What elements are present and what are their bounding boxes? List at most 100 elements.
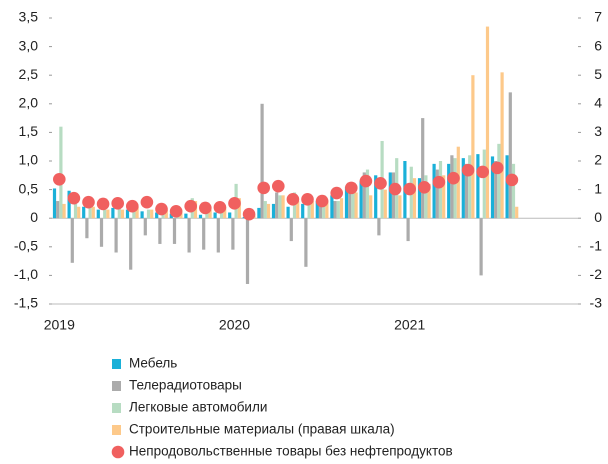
bar bbox=[286, 206, 290, 219]
bar bbox=[497, 143, 501, 219]
bar bbox=[158, 218, 162, 244]
bar bbox=[125, 209, 130, 219]
dot bbox=[403, 182, 417, 196]
bar bbox=[336, 201, 340, 219]
bar bbox=[216, 218, 220, 253]
bar bbox=[155, 212, 159, 219]
dot bbox=[432, 175, 446, 189]
bar bbox=[146, 209, 151, 219]
y-tick-label: 2,5 bbox=[19, 66, 39, 82]
dot bbox=[286, 193, 300, 206]
bar bbox=[383, 189, 387, 219]
bar bbox=[52, 188, 57, 219]
bar bbox=[369, 195, 373, 219]
legend-label: Телерадиотовары bbox=[129, 378, 242, 393]
bar bbox=[307, 201, 311, 219]
bar bbox=[318, 201, 323, 219]
bar bbox=[339, 198, 344, 219]
dot bbox=[447, 171, 460, 185]
y-tick-label: 3,5 bbox=[19, 9, 39, 25]
bar bbox=[325, 201, 329, 219]
dot bbox=[67, 191, 81, 205]
legend-marker bbox=[111, 445, 125, 459]
bar bbox=[88, 206, 92, 219]
y2-tick-label: 3 bbox=[594, 123, 602, 139]
dot bbox=[374, 177, 387, 190]
bar bbox=[435, 169, 439, 219]
y-tick-label: -0,5 bbox=[14, 238, 38, 254]
y-tick-label: 2,0 bbox=[19, 95, 39, 111]
bar bbox=[412, 178, 417, 219]
y-tick-label: 1,5 bbox=[19, 123, 39, 139]
bar bbox=[417, 178, 422, 219]
bar bbox=[485, 26, 490, 219]
bar bbox=[453, 158, 457, 219]
bar bbox=[231, 218, 235, 250]
bar bbox=[500, 72, 504, 219]
legend-marker bbox=[112, 359, 121, 369]
dot bbox=[461, 163, 475, 177]
bar bbox=[114, 218, 118, 253]
bar bbox=[106, 209, 110, 219]
legend-label: Непродовольственные товары без нефтепрод… bbox=[129, 444, 453, 459]
dot bbox=[330, 186, 344, 200]
bar bbox=[438, 161, 443, 219]
bar bbox=[62, 203, 66, 219]
y-tick-label: 0 bbox=[30, 209, 38, 225]
dot bbox=[111, 197, 124, 210]
bar bbox=[70, 218, 74, 263]
bar bbox=[450, 155, 454, 219]
dot bbox=[140, 195, 154, 209]
dot bbox=[228, 197, 241, 210]
bar bbox=[172, 218, 177, 244]
bar bbox=[266, 203, 271, 219]
legend-marker bbox=[112, 381, 121, 391]
bar bbox=[281, 195, 285, 219]
bar bbox=[427, 183, 431, 219]
bar bbox=[73, 203, 78, 219]
bar bbox=[304, 218, 308, 267]
y-tick-label: 1,0 bbox=[19, 152, 39, 168]
bar bbox=[362, 172, 366, 219]
y-tick-label: -1,0 bbox=[14, 266, 38, 282]
bar bbox=[344, 186, 349, 219]
bar bbox=[365, 169, 370, 219]
bar bbox=[296, 201, 300, 219]
bar bbox=[511, 163, 516, 219]
legend-label: Мебель bbox=[129, 356, 177, 371]
bar bbox=[505, 155, 509, 219]
bar bbox=[132, 206, 136, 219]
dot bbox=[388, 182, 402, 196]
bar bbox=[388, 172, 392, 219]
dot bbox=[257, 181, 271, 195]
y2-tick-label: 2 bbox=[594, 152, 602, 168]
bar bbox=[237, 198, 241, 219]
y2-tick-label: 1 bbox=[594, 180, 602, 196]
dot bbox=[272, 179, 285, 193]
bar bbox=[150, 209, 154, 219]
bar bbox=[228, 212, 232, 219]
y-tick-label: 0,5 bbox=[19, 180, 39, 196]
bar bbox=[275, 192, 279, 219]
bar bbox=[67, 190, 71, 219]
dot bbox=[345, 181, 358, 195]
bar bbox=[456, 146, 460, 219]
legend-label: Строительные материалы (правая шкала) bbox=[129, 422, 395, 437]
dot bbox=[96, 197, 110, 211]
bar bbox=[406, 218, 410, 242]
bar bbox=[129, 218, 133, 270]
dot bbox=[184, 199, 197, 213]
dot bbox=[505, 173, 519, 187]
dot bbox=[301, 193, 314, 206]
bar bbox=[442, 175, 446, 219]
bar bbox=[490, 156, 495, 219]
bar bbox=[310, 201, 314, 219]
bar bbox=[471, 75, 475, 219]
bar bbox=[508, 92, 512, 219]
y-tick-label: -1,5 bbox=[14, 295, 38, 311]
bar bbox=[111, 207, 115, 219]
legend-marker bbox=[112, 425, 121, 435]
bar bbox=[421, 118, 425, 219]
dot bbox=[199, 201, 212, 215]
bar bbox=[271, 203, 276, 219]
